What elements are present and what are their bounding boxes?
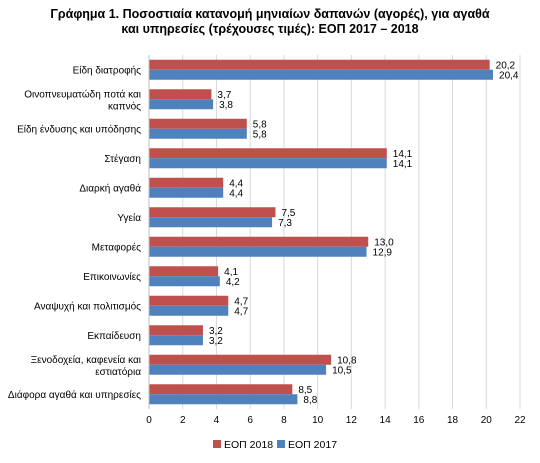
bar-2018 <box>149 59 490 70</box>
legend-label-2018: ΕΟΠ 2018 <box>224 439 273 451</box>
data-label: 13,0 <box>374 237 394 248</box>
bar-2018 <box>149 384 293 395</box>
category-label: Οινοπνευματώδη ποτά και καπνός <box>24 88 141 112</box>
bar-2017 <box>149 335 203 346</box>
chart-title-line-1: Γράφημα 1. Ποσοστιαία κατανομή μηνιαίων … <box>50 7 490 21</box>
bar-2018 <box>149 354 332 365</box>
data-label: 8,8 <box>303 395 317 406</box>
x-tick-label: 16 <box>413 415 425 426</box>
legend-label-2017: ΕΟΠ 2017 <box>288 439 337 451</box>
bar-2017 <box>149 187 224 198</box>
chart-title-line-2: και υπηρεσίες (τρέχουσες τιμές): ΕΟΠ 201… <box>121 22 419 36</box>
bar-2018 <box>149 118 247 129</box>
category-label: Μεταφορές <box>92 241 142 253</box>
data-label: 20,2 <box>496 60 516 71</box>
category-label: Αναψυχή και πολιτισμός <box>34 300 141 312</box>
data-label: 3,7 <box>217 90 231 101</box>
x-tick-label: 6 <box>247 415 253 426</box>
category-label: Υγεία <box>117 212 141 224</box>
data-label: 7,3 <box>278 218 292 229</box>
x-tick-label: 18 <box>447 415 459 426</box>
category-label: Στέγαση <box>104 153 141 165</box>
category-label: Διάφορα αγαθά και υπηρεσίες <box>8 389 141 401</box>
category-label: Είδη διατροφής <box>73 64 142 76</box>
category-label: Ξενοδοχεία, καφενεία και εστιατόρια <box>31 354 142 378</box>
x-tick-label: 20 <box>481 415 493 426</box>
data-label: 4,1 <box>224 267 238 278</box>
data-label: 10,8 <box>337 355 357 366</box>
x-tick-label: 12 <box>346 415 358 426</box>
bar-2017 <box>149 99 214 110</box>
bar-2018 <box>149 295 229 306</box>
data-label: 5,8 <box>253 129 267 140</box>
data-label: 14,1 <box>393 149 413 160</box>
x-tick-label: 8 <box>281 415 287 426</box>
bar-2018 <box>149 325 203 336</box>
axis: 0 2 4 6 8 10 12 14 16 18 20 22 Είδη διατροφής Οινοπνε… <box>8 55 526 426</box>
category-label: Διαρκή αγαθά <box>79 182 141 194</box>
bar-2017 <box>149 217 273 228</box>
bar-2018 <box>149 207 276 218</box>
bar-2017 <box>149 305 229 316</box>
data-label: 10,5 <box>332 365 352 376</box>
data-label: 3,2 <box>209 336 223 347</box>
bar-2018 <box>149 266 219 277</box>
data-label: 12,9 <box>373 247 393 258</box>
x-tick-label: 14 <box>380 415 392 426</box>
data-label: 20,4 <box>499 70 519 81</box>
x-tick-label: 10 <box>312 415 324 426</box>
legend-swatch-2018 <box>213 440 221 448</box>
legend-swatch-2017 <box>277 440 285 448</box>
data-label: 4,7 <box>234 296 248 307</box>
data-label: 4,4 <box>229 188 243 199</box>
bar-2018 <box>149 89 212 100</box>
x-tick-label: 2 <box>180 415 186 426</box>
bar-2018 <box>149 177 224 188</box>
bar-2017 <box>149 246 367 257</box>
x-tick-label: 0 <box>146 415 152 426</box>
chart-title: Γράφημα 1. Ποσοστιαία κατανομή μηνιαίων … <box>0 7 540 37</box>
data-label: 5,8 <box>253 119 267 130</box>
data-label: 4,2 <box>226 277 240 288</box>
data-label: 3,8 <box>219 100 233 111</box>
bar-2018 <box>149 236 369 247</box>
data-label: 3,2 <box>209 326 223 337</box>
bar-2017 <box>149 158 387 169</box>
bar-2017 <box>149 69 494 80</box>
bar-2018 <box>149 148 387 159</box>
x-tick-label: 4 <box>214 415 220 426</box>
category-label: Εκπαίδευση <box>87 330 141 342</box>
category-label: Επικοινωνίες <box>83 271 141 283</box>
data-label: 7,5 <box>281 208 295 219</box>
category-label: Είδη ένδυσης και υπόδησης <box>17 123 141 135</box>
data-label: 4,7 <box>234 306 248 317</box>
grid-lines <box>148 55 521 409</box>
bar-2017 <box>149 394 298 405</box>
data-label: 4,4 <box>229 178 243 189</box>
bars: 20,220,4 3,73,8 5,85,8 14,114,1 4,44,4 7,57,3… <box>149 59 519 406</box>
bar-2017 <box>149 364 327 375</box>
data-label: 8,5 <box>298 385 312 396</box>
bar-2017 <box>149 276 220 287</box>
x-tick-label: 22 <box>514 415 526 426</box>
bar-2017 <box>149 128 247 139</box>
data-label: 14,1 <box>393 159 413 170</box>
legend: ΕΟΠ 2018 ΕΟΠ 2017 <box>213 439 337 451</box>
